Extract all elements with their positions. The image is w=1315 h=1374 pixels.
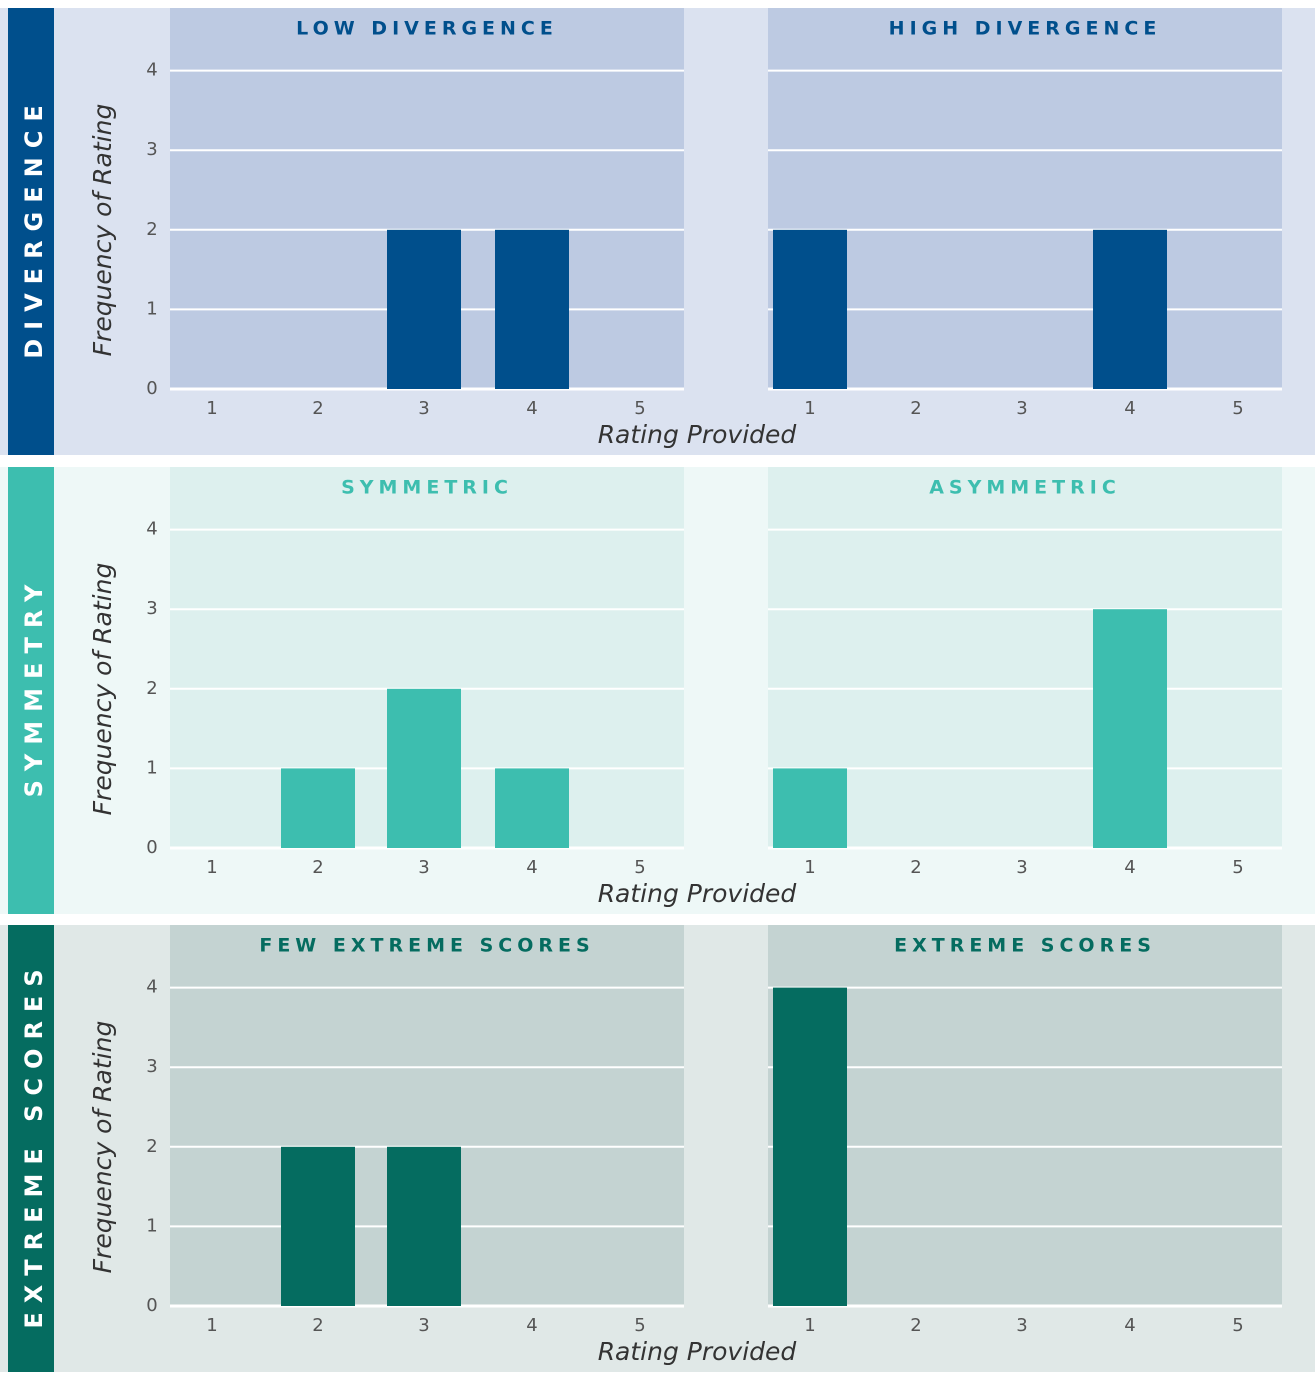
panel-title: HIGH DIVERGENCE (889, 18, 1162, 40)
y-tick-label: 0 (146, 1295, 157, 1316)
x-tick-label: 3 (1016, 398, 1027, 419)
x-tick-label: 2 (312, 1315, 323, 1336)
y-tick-label: 0 (146, 378, 157, 399)
x-tick-label: 2 (910, 1315, 921, 1336)
x-axis-title: Rating Provided (598, 420, 797, 449)
y-tick-label: 3 (146, 1056, 157, 1077)
x-tick-label: 4 (526, 857, 537, 878)
panel-low-divergence: LOW DIVERGENCE 1 2 3 4 5 (170, 8, 684, 419)
panel-few-extreme-scores: FEW EXTREME SCORES 1 2 3 4 5 (170, 925, 684, 1336)
panel-high-divergence: HIGH DIVERGENCE 1 2 3 4 5 (768, 8, 1282, 419)
bar-few-extreme-scores-2 (281, 1146, 355, 1306)
y-tick-label: 1 (146, 298, 157, 319)
bar-extreme-scores-1 (773, 987, 847, 1306)
x-tick-label: 2 (910, 857, 921, 878)
x-tick-label: 4 (1124, 398, 1135, 419)
y-tick-label: 3 (146, 139, 157, 160)
row-label-strip-symmetry (8, 467, 54, 914)
y-tick-label: 4 (146, 60, 157, 81)
x-tick-label: 1 (206, 1315, 217, 1336)
x-tick-label: 5 (634, 398, 645, 419)
bar-low-divergence-4 (495, 229, 569, 389)
x-tick-label: 3 (418, 398, 429, 419)
x-tick-label: 1 (206, 398, 217, 419)
y-tick-label: 2 (146, 219, 157, 240)
x-tick-label: 3 (418, 857, 429, 878)
bar-few-extreme-scores-3 (387, 1146, 461, 1306)
panel-asymmetric: ASYMMETRIC 1 2 3 4 5 (768, 467, 1282, 878)
row-label-symmetry: SYMMETRY (20, 576, 48, 798)
x-tick-label: 2 (312, 857, 323, 878)
y-tick-label: 1 (146, 757, 157, 778)
bar-high-divergence-1 (773, 229, 847, 389)
y-axis-title: Frequency of Rating (88, 104, 117, 357)
x-tick-label: 3 (1016, 1315, 1027, 1336)
panel-title: EXTREME SCORES (894, 935, 1156, 957)
row-label-strip-extreme-scores (8, 925, 54, 1372)
bar-symmetric-2 (281, 768, 355, 848)
bar-high-divergence-4 (1093, 229, 1167, 389)
y-tick-label: 0 (146, 837, 157, 858)
x-tick-label: 1 (206, 857, 217, 878)
panel-symmetric: SYMMETRIC 1 2 3 4 5 (170, 467, 684, 878)
bar-asymmetric-4 (1093, 609, 1167, 848)
x-tick-label: 4 (1124, 1315, 1135, 1336)
row-label-strip-divergence (8, 8, 54, 455)
x-tick-label: 2 (910, 398, 921, 419)
bar-low-divergence-3 (387, 229, 461, 389)
row-extreme-scores: EXTREME SCORES Frequency of Rating01234FE… (0, 925, 1315, 1372)
x-tick-label: 1 (804, 857, 815, 878)
x-tick-label: 5 (1232, 398, 1243, 419)
bar-symmetric-4 (495, 768, 569, 848)
x-tick-label: 1 (804, 398, 815, 419)
y-tick-label: 2 (146, 1136, 157, 1157)
x-tick-label: 5 (1232, 1315, 1243, 1336)
x-tick-label: 3 (418, 1315, 429, 1336)
y-tick-label: 1 (146, 1215, 157, 1236)
x-tick-label: 3 (1016, 857, 1027, 878)
x-tick-label: 4 (1124, 857, 1135, 878)
y-axis-title: Frequency of Rating (88, 1021, 117, 1274)
panel-title: LOW DIVERGENCE (296, 18, 558, 40)
y-tick-label: 4 (146, 519, 157, 540)
row-label-extreme-scores: EXTREME SCORES (20, 960, 48, 1328)
y-axis-title: Frequency of Rating (88, 563, 117, 816)
bar-asymmetric-1 (773, 768, 847, 848)
y-tick-label: 3 (146, 598, 157, 619)
x-tick-label: 5 (634, 1315, 645, 1336)
y-tick-label: 4 (146, 977, 157, 998)
panel-title: SYMMETRIC (341, 477, 513, 499)
x-tick-label: 4 (526, 398, 537, 419)
panel-extreme-scores: EXTREME SCORES 1 2 3 4 5 (768, 925, 1282, 1336)
y-tick-label: 2 (146, 678, 157, 699)
x-axis-title: Rating Provided (598, 879, 797, 908)
row-symmetry: SYMMETRY Frequency of Rating01234SYMMETRI… (0, 467, 1315, 914)
x-tick-label: 5 (634, 857, 645, 878)
bar-symmetric-3 (387, 688, 461, 848)
x-tick-label: 5 (1232, 857, 1243, 878)
panel-title: FEW EXTREME SCORES (259, 935, 594, 957)
x-tick-label: 2 (312, 398, 323, 419)
panel-title: ASYMMETRIC (929, 477, 1121, 499)
x-tick-label: 4 (526, 1315, 537, 1336)
x-tick-label: 1 (804, 1315, 815, 1336)
x-axis-title: Rating Provided (598, 1337, 797, 1366)
row-label-divergence: DIVERGENCE (20, 96, 48, 359)
